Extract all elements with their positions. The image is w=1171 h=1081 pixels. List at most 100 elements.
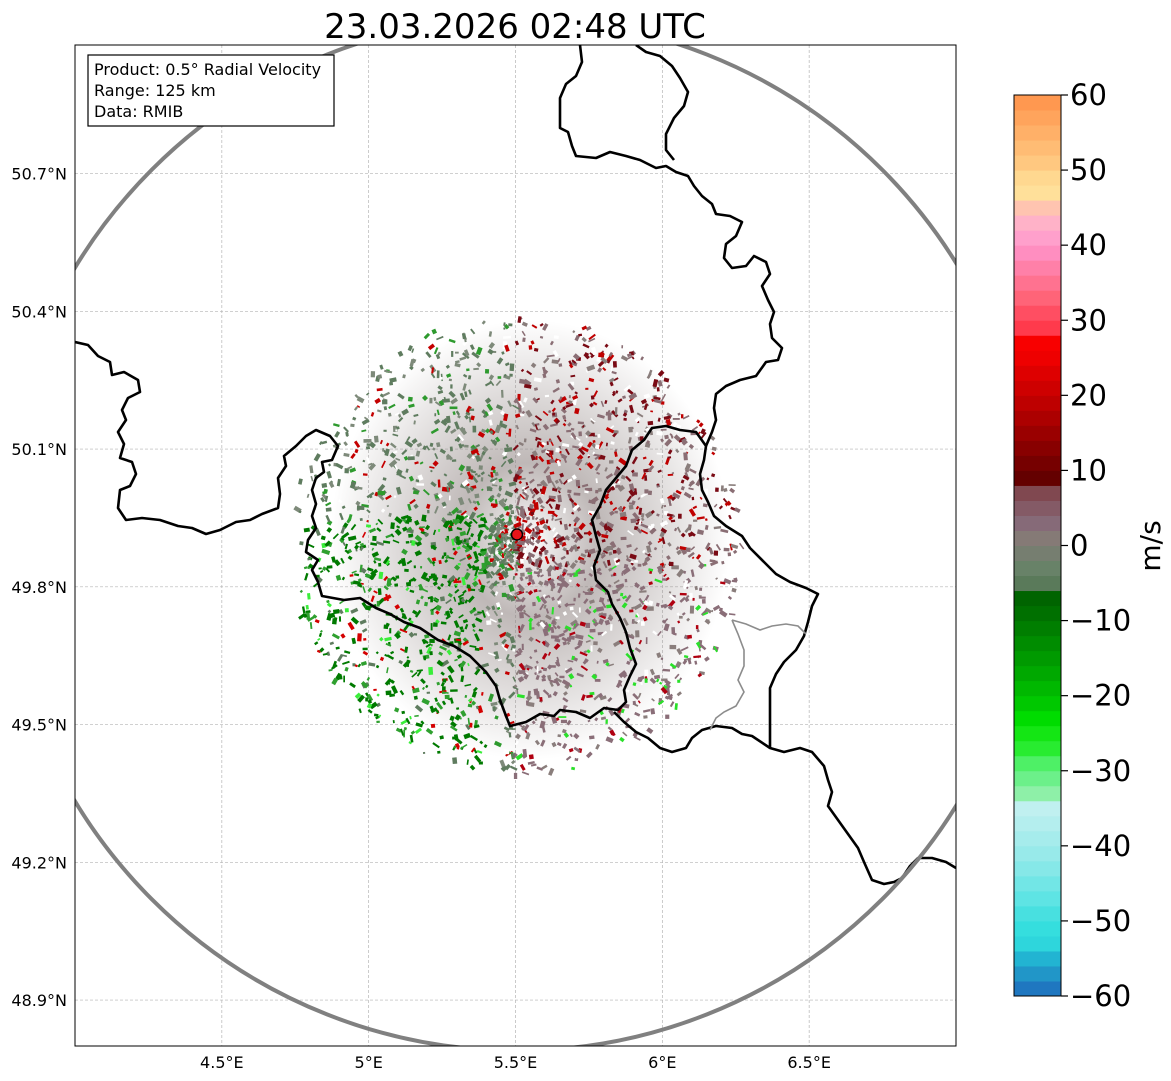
echo-bin — [540, 538, 545, 543]
echo-bin — [656, 564, 664, 572]
echo-bin — [301, 606, 306, 614]
echo-bin — [667, 695, 673, 701]
echo-bin — [466, 759, 469, 765]
echo-bin — [335, 462, 344, 470]
echo-bin — [535, 538, 541, 545]
echo-bin — [634, 560, 638, 563]
echo-bin — [325, 507, 332, 512]
echo-bin — [407, 617, 412, 622]
echo-bin — [533, 688, 539, 696]
echo-bin — [469, 486, 475, 492]
echo-bin — [646, 440, 651, 445]
echo-bin — [479, 740, 484, 745]
echo-bin — [556, 435, 563, 443]
radar-site-marker[interactable] — [510, 528, 524, 541]
echo-bin — [516, 495, 522, 501]
echo-bin — [557, 490, 561, 494]
echo-bin — [505, 511, 510, 517]
echo-bin — [514, 591, 520, 595]
echo-bin — [484, 411, 489, 417]
echo-bin — [644, 489, 649, 494]
echo-bin — [498, 563, 503, 568]
echo-bin — [631, 356, 635, 360]
echo-bin — [545, 608, 550, 614]
echo-bin — [667, 449, 673, 455]
echo-bin — [646, 606, 654, 611]
echo-bin — [507, 543, 516, 551]
echo-bin — [355, 500, 361, 506]
echo-bin — [653, 399, 662, 404]
echo-bin — [463, 349, 470, 357]
echo-bin — [565, 755, 572, 761]
echo-bin — [596, 570, 603, 576]
echo-bin — [447, 634, 452, 641]
echo-bin — [490, 763, 497, 773]
echo-bin — [643, 600, 650, 606]
echo-bin — [521, 643, 524, 651]
lat-tick-label: 50.1°N — [11, 440, 67, 459]
echo-bin — [573, 746, 581, 753]
echo-bin — [470, 328, 476, 335]
echo-bin — [437, 385, 443, 391]
echo-bin — [713, 503, 718, 508]
echo-bin — [434, 697, 439, 703]
echo-bin — [505, 432, 511, 435]
echo-bin — [495, 380, 502, 387]
echo-bin — [413, 695, 418, 700]
echo-bin — [462, 373, 468, 378]
echo-bin — [457, 593, 465, 598]
echo-bin — [391, 576, 397, 582]
colorbar-tick-label: −40 — [1070, 829, 1131, 863]
echo-bin — [686, 586, 689, 590]
echo-bin — [471, 700, 477, 706]
echo-bin — [557, 574, 564, 582]
echo-bin — [411, 671, 418, 678]
echo-bin — [655, 678, 660, 683]
echo-bin — [529, 428, 537, 433]
echo-bin — [605, 530, 609, 536]
echo-bin — [698, 595, 702, 597]
echo-bin — [508, 732, 512, 738]
echo-bin — [471, 690, 478, 698]
echo-bin — [501, 423, 508, 429]
echo-bin — [600, 400, 605, 407]
echo-bin — [622, 412, 628, 417]
echo-bin — [458, 614, 464, 619]
echo-bin — [642, 616, 648, 622]
echo-bin — [429, 442, 434, 447]
echo-bin — [608, 567, 613, 572]
echo-bin — [551, 596, 555, 601]
echo-bin — [358, 708, 362, 714]
echo-bin — [389, 381, 394, 386]
echo-bin — [386, 681, 391, 685]
echo-bin — [614, 407, 618, 416]
echo-bin — [504, 763, 511, 771]
echo-bin — [571, 611, 579, 619]
colorbar-swatch — [1014, 800, 1061, 817]
longitude-tick-labels: 4.5°E 5°E 5.5°E 6°E 6.5°E — [200, 1053, 831, 1072]
echo-bin — [599, 614, 607, 620]
echo-bin — [630, 633, 634, 638]
echo-bin — [605, 736, 614, 744]
echo-bin — [460, 744, 468, 750]
echo-bin — [449, 406, 458, 410]
echo-bin — [435, 353, 441, 360]
echo-bin — [530, 579, 536, 585]
echo-bin — [431, 560, 436, 565]
echo-bin — [326, 470, 332, 479]
echo-bin — [552, 624, 557, 630]
echo-bin — [589, 599, 595, 604]
echo-bin — [563, 732, 570, 739]
echo-bin — [729, 538, 733, 541]
echo-bin — [601, 630, 608, 637]
echo-bin — [687, 551, 695, 559]
echo-bin — [454, 658, 458, 662]
echo-bin — [541, 674, 547, 680]
echo-bin — [693, 519, 698, 522]
echo-bin — [438, 529, 441, 532]
echo-bin — [455, 351, 459, 354]
colorbar-swatch — [1014, 275, 1061, 291]
colorbar-swatch — [1014, 875, 1061, 892]
echo-bin — [362, 473, 368, 476]
echo-bin — [620, 536, 627, 541]
